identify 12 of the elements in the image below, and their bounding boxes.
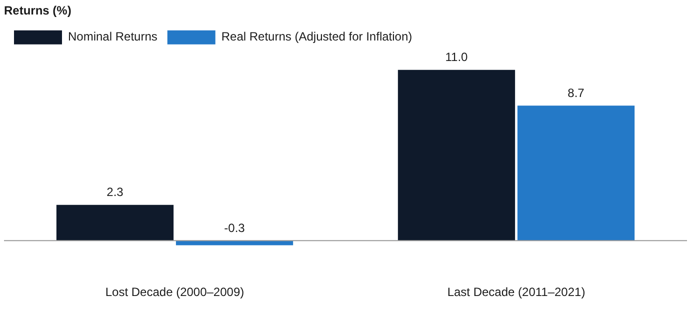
data-label: 2.3 [106,185,124,200]
legend-label: Real Returns (Adjusted for Inflation) [221,30,412,44]
x-tick-label: Last Decade (2011–2021) [447,285,586,300]
chart-title: Returns (%) [4,4,72,18]
x-tick-label: Lost Decade (2000–2009) [105,285,244,300]
bar [398,70,516,241]
bar [56,204,174,241]
data-label: 11.0 [445,50,468,64]
data-label: -0.3 [224,220,246,235]
bar [517,106,635,241]
legend-label: Nominal Returns [68,30,158,44]
data-label: 8.7 [568,86,585,100]
